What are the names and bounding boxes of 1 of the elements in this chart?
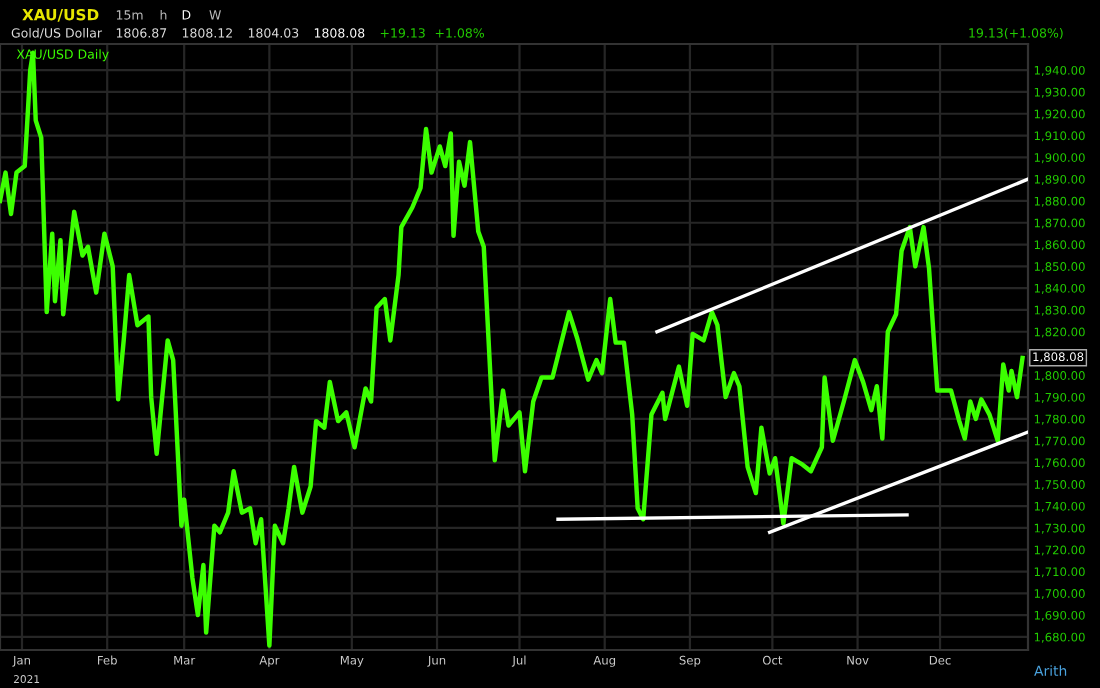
line-series (0, 50, 1025, 648)
